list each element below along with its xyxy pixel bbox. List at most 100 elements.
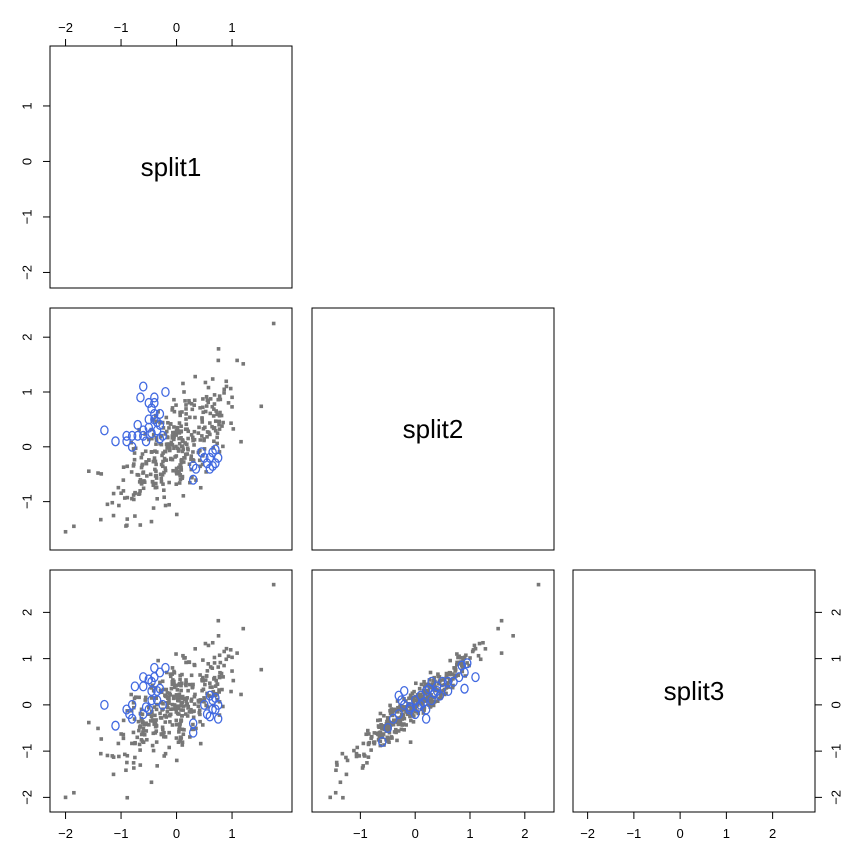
point-highlighted bbox=[188, 718, 198, 729]
tick-label: 2 bbox=[19, 334, 34, 341]
tick-label: −2 bbox=[58, 826, 73, 841]
point-background bbox=[222, 391, 226, 395]
point-background bbox=[418, 692, 423, 697]
bottom-axis-split3: −2 −1 0 1 2 bbox=[580, 811, 776, 841]
point-background bbox=[170, 702, 175, 707]
tick-label: −1 bbox=[626, 826, 641, 841]
point-background bbox=[241, 362, 246, 366]
point-background bbox=[154, 740, 159, 744]
bottom-axis-split2: −1 0 1 2 bbox=[353, 811, 528, 841]
point-background bbox=[215, 412, 219, 417]
tick-label: 2 bbox=[769, 826, 776, 841]
point-background bbox=[117, 754, 121, 759]
point-background bbox=[334, 760, 339, 765]
point-background bbox=[214, 409, 218, 413]
point-background bbox=[141, 470, 146, 474]
point-background bbox=[160, 453, 164, 458]
point-background bbox=[170, 666, 175, 670]
point-background bbox=[177, 727, 181, 732]
point-background bbox=[413, 704, 418, 709]
point-background bbox=[414, 698, 419, 703]
point-highlighted bbox=[144, 397, 154, 409]
point-background bbox=[158, 420, 162, 425]
tick-label: 2 bbox=[521, 826, 528, 841]
point-background bbox=[155, 764, 159, 768]
point-background bbox=[200, 405, 205, 410]
point-background bbox=[170, 443, 175, 447]
point-background bbox=[221, 444, 225, 449]
point-background bbox=[181, 447, 185, 452]
point-background bbox=[184, 407, 188, 411]
point-background bbox=[382, 713, 386, 718]
point-background bbox=[162, 754, 167, 758]
point-background bbox=[179, 719, 183, 724]
point-background bbox=[171, 707, 175, 711]
point-background bbox=[129, 692, 133, 697]
point-background bbox=[396, 710, 400, 714]
point-highlighted bbox=[211, 692, 220, 703]
point-background bbox=[338, 780, 343, 785]
point-background bbox=[138, 724, 143, 728]
point-background bbox=[211, 689, 216, 694]
point-highlighted bbox=[155, 683, 165, 694]
point-background bbox=[229, 421, 233, 425]
point-background bbox=[166, 420, 170, 425]
point-background bbox=[235, 651, 239, 655]
point-background bbox=[411, 697, 415, 702]
point-background bbox=[170, 723, 175, 727]
point-background bbox=[189, 401, 194, 406]
point-background bbox=[154, 476, 159, 480]
point-highlighted bbox=[144, 422, 154, 433]
tick-label: 0 bbox=[173, 20, 180, 35]
point-background bbox=[361, 741, 366, 746]
point-background bbox=[398, 721, 402, 726]
point-background bbox=[163, 468, 168, 473]
point-background bbox=[389, 707, 394, 711]
point-background bbox=[184, 699, 189, 703]
point-background bbox=[153, 449, 157, 453]
point-background bbox=[218, 660, 223, 665]
point-background bbox=[87, 720, 91, 725]
point-background bbox=[169, 440, 174, 445]
point-background bbox=[201, 410, 206, 415]
point-background bbox=[222, 649, 227, 654]
point-background bbox=[217, 450, 222, 454]
point-background bbox=[139, 732, 144, 737]
point-highlighted bbox=[430, 688, 439, 699]
point-background bbox=[198, 673, 202, 677]
point-background bbox=[206, 400, 211, 405]
point-background bbox=[145, 737, 149, 742]
point-background bbox=[170, 408, 175, 412]
point-background bbox=[138, 711, 143, 716]
point-background bbox=[181, 704, 186, 708]
point-background bbox=[163, 449, 167, 454]
point-background bbox=[224, 646, 229, 651]
point-background bbox=[382, 743, 386, 747]
point-highlighted bbox=[147, 428, 156, 439]
point-background bbox=[154, 696, 158, 700]
point-background bbox=[459, 655, 463, 660]
point-highlighted bbox=[155, 667, 165, 678]
point-highlighted bbox=[147, 403, 156, 414]
point-background bbox=[206, 385, 211, 390]
point-background bbox=[212, 393, 217, 397]
point-background bbox=[140, 462, 145, 467]
point-background bbox=[200, 677, 204, 682]
point-background bbox=[124, 768, 128, 773]
point-background bbox=[419, 682, 424, 687]
point-background bbox=[178, 722, 182, 726]
point-background bbox=[218, 410, 222, 415]
point-background bbox=[499, 618, 504, 623]
point-background bbox=[193, 415, 197, 420]
point-background bbox=[98, 751, 103, 756]
tick-label: 0 bbox=[19, 443, 34, 450]
point-background bbox=[167, 713, 172, 718]
point-background bbox=[159, 716, 164, 720]
point-background bbox=[178, 673, 182, 678]
point-background bbox=[216, 347, 221, 351]
point-background bbox=[183, 452, 188, 457]
point-background bbox=[203, 682, 207, 687]
point-background bbox=[366, 728, 370, 733]
point-background bbox=[159, 479, 164, 484]
